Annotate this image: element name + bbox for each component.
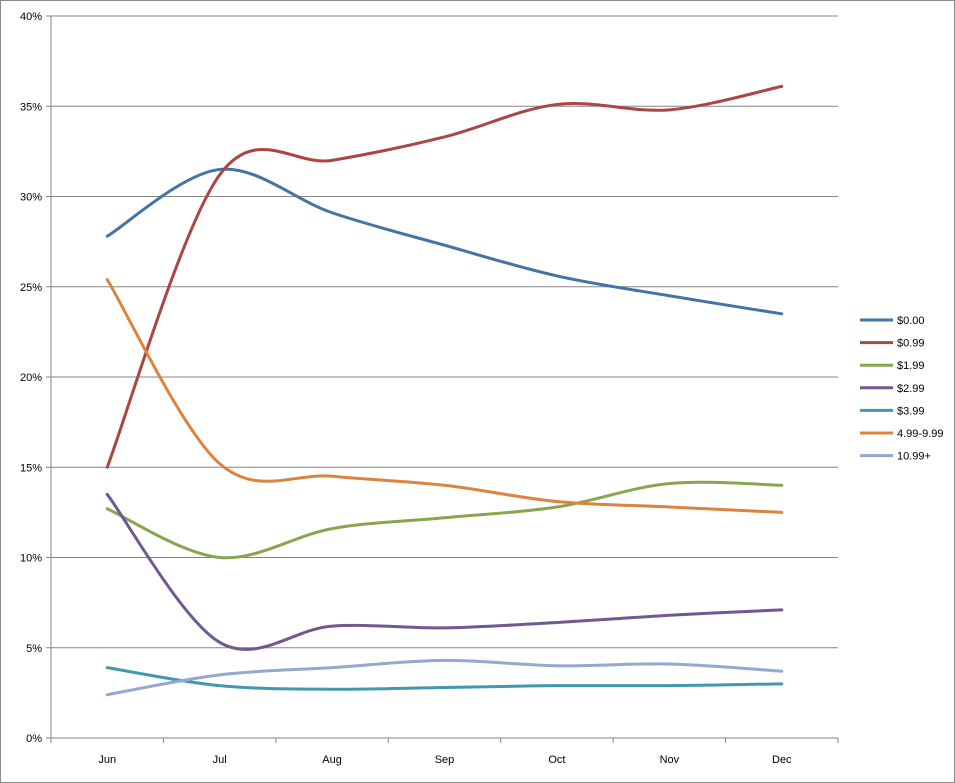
series-line-4 [105,666,784,691]
series-line-0 [105,167,784,316]
x-tick-label: Aug [322,754,342,766]
y-tick-label: 10% [20,553,42,565]
y-tick-label: 0% [26,733,42,745]
legend: $0.00 $0.99 $1.99 $2.99 $3.99 4.99-9.99 10.99+ [860,315,943,463]
y-tick-label: 35% [20,101,42,113]
y-tick-label: 5% [26,643,42,655]
legend-label-0: $0.00 [897,315,925,327]
x-tick-label: Nov [660,754,680,766]
series-line-6 [105,658,784,697]
x-tick-label: Dec [772,754,792,766]
x-tick-label: Oct [548,754,565,766]
series-lines [105,84,784,697]
grid-lines [51,15,838,649]
x-tick-label: Jul [213,754,227,766]
legend-label-3: $2.99 [897,383,925,395]
series-line-5 [105,278,784,514]
legend-label-2: $1.99 [897,360,925,372]
y-tick-label: 20% [20,372,42,384]
legend-label-1: $0.99 [897,338,925,350]
legend-label-6: 10.99+ [897,451,931,463]
series-line-1 [105,84,784,469]
legend-label-5: 4.99-9.99 [897,428,943,440]
y-tick-label: 25% [20,282,42,294]
y-tick-label: 30% [20,192,42,204]
series-line-3 [105,492,784,651]
x-tick-label: Sep [435,754,455,766]
x-tick-label: Jun [98,754,116,766]
y-tick-label: 15% [20,462,42,474]
y-tick-label: 40% [20,11,42,23]
series-line-2 [105,480,784,560]
axes: 0% 5% 10% 15% 20% 25% 30% 35% 40% Jun Jul Aug Sep Oct… [20,11,839,766]
legend-label-4: $3.99 [897,405,925,417]
